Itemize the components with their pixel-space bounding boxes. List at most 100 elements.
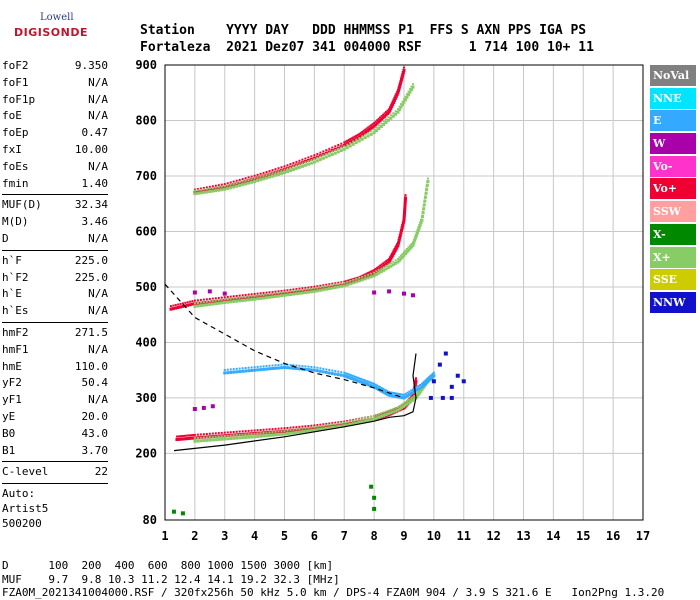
echo-point — [365, 380, 368, 383]
echo-point — [309, 288, 313, 292]
echo-point — [291, 167, 295, 171]
echo-point — [313, 366, 316, 369]
x-tick-label: 17 — [636, 529, 650, 543]
echo-point — [385, 389, 388, 392]
echo-point — [265, 173, 268, 176]
echo-point — [380, 267, 383, 270]
echo-point — [196, 191, 200, 195]
echo-point — [337, 421, 340, 424]
param-name: fxI — [2, 142, 22, 156]
echo-point — [229, 186, 233, 190]
echo-point — [340, 281, 343, 284]
echo-point — [407, 398, 410, 401]
param-name: B1 — [2, 443, 16, 457]
echo-point — [303, 429, 307, 433]
echo-point — [309, 427, 313, 431]
echo-point — [235, 184, 239, 188]
echo-point — [232, 434, 235, 437]
echo-point — [285, 293, 289, 297]
echo-point — [235, 430, 238, 433]
echo-point — [374, 383, 377, 386]
legend-item: E — [650, 110, 696, 132]
echo-point — [386, 412, 390, 416]
echo-point — [303, 163, 307, 167]
echo-point — [352, 278, 355, 281]
echo-point — [310, 424, 313, 427]
echo-point — [386, 411, 389, 414]
echo-point — [205, 438, 209, 442]
echo-point — [432, 374, 436, 378]
echo-point — [402, 100, 406, 104]
echo-point — [295, 289, 298, 292]
echo-point — [346, 139, 349, 142]
echo-point — [420, 388, 424, 392]
echo-point — [382, 266, 385, 269]
param-name: foEs — [2, 159, 29, 173]
echo-point — [330, 372, 334, 376]
echo-point — [405, 95, 409, 99]
echo-point — [229, 295, 232, 298]
y-tick-label: 700 — [135, 169, 157, 183]
echo-point — [238, 436, 242, 440]
echo-point — [401, 73, 405, 77]
echo-point — [425, 183, 429, 187]
echo-point — [428, 376, 431, 379]
echo-point — [367, 416, 370, 419]
echo-point — [377, 124, 380, 127]
echo-point — [235, 179, 238, 182]
echo-point — [408, 90, 412, 94]
echo-point — [359, 377, 362, 380]
echo-point — [310, 159, 313, 162]
echo-point — [379, 386, 382, 389]
echo-point — [375, 416, 379, 420]
echo-point — [343, 371, 346, 374]
echo-point — [385, 118, 388, 121]
echo-point — [271, 431, 274, 434]
echo-point — [400, 406, 404, 410]
echo-point — [376, 384, 379, 387]
echo-point — [372, 290, 377, 295]
param-value: N/A — [88, 304, 108, 318]
echo-point — [360, 137, 364, 141]
echo-point — [354, 280, 358, 284]
echo-point — [371, 123, 374, 126]
param-name: yF2 — [2, 376, 22, 390]
echo-point — [205, 186, 208, 189]
echo-point — [238, 370, 242, 374]
echo-point — [414, 236, 418, 240]
echo-point — [333, 372, 337, 376]
echo-point — [262, 431, 265, 434]
echo-point — [232, 180, 235, 183]
echo-point — [303, 289, 307, 293]
echo-point — [382, 268, 386, 272]
param-value: N/A — [88, 342, 108, 356]
echo-point — [196, 299, 199, 302]
echo-point — [304, 365, 307, 368]
param-row: yF1 N/A — [2, 392, 108, 409]
echo-point — [232, 185, 236, 189]
echo-point — [425, 378, 428, 381]
echo-point — [394, 261, 398, 265]
echo-point — [337, 147, 340, 150]
echo-point — [372, 506, 377, 511]
echo-point — [226, 431, 229, 434]
echo-point — [199, 304, 203, 308]
echo-point — [394, 110, 397, 113]
echo-point — [256, 176, 259, 179]
echo-point — [391, 102, 395, 106]
echo-point — [217, 186, 221, 190]
echo-point — [339, 424, 343, 428]
echo-point — [364, 379, 367, 382]
echo-point — [271, 169, 274, 172]
echo-point — [238, 430, 241, 433]
echo-point — [171, 509, 176, 514]
echo-point — [388, 258, 392, 262]
echo-point — [322, 285, 325, 288]
echo-point — [394, 247, 398, 251]
echo-point — [380, 412, 383, 415]
echo-point — [354, 141, 358, 145]
echo-point — [440, 395, 445, 400]
echo-point — [280, 292, 284, 296]
param-value: N/A — [88, 109, 108, 123]
echo-point — [362, 378, 365, 381]
